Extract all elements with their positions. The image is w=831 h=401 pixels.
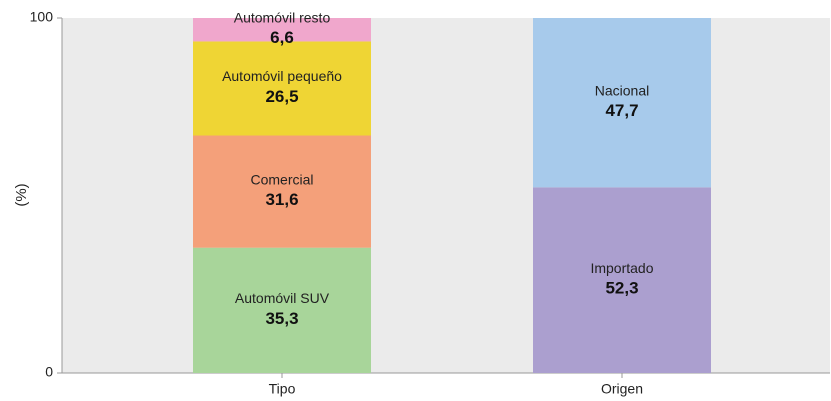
y-axis-label: (%) [13,183,30,206]
y-tick-label: 100 [30,9,54,25]
bar-segment [193,247,371,373]
data-label: 26,5 [265,87,298,106]
bar-segment [193,18,371,42]
segment-name: Nacional [595,82,649,98]
segment-name: Automóvil SUV [235,290,330,306]
y-tick-label: 0 [45,364,53,380]
data-label: 31,6 [265,190,298,209]
bar-segment [193,135,371,248]
data-label: 6,6 [270,28,294,47]
bar-segment [193,41,371,136]
plot-background [62,18,830,373]
segment-name: Automóvil pequeño [222,68,342,84]
segment-name: Comercial [250,171,313,187]
bar-segment [533,187,711,373]
segment-name: Importado [590,260,653,276]
data-label: 35,3 [265,309,298,328]
x-tick-label: Origen [601,381,643,397]
segment-name: Automóvil resto [234,9,331,25]
x-tick-label: Tipo [269,381,296,397]
data-label: 47,7 [605,101,638,120]
bar-segment [533,18,711,188]
data-label: 52,3 [605,279,638,298]
